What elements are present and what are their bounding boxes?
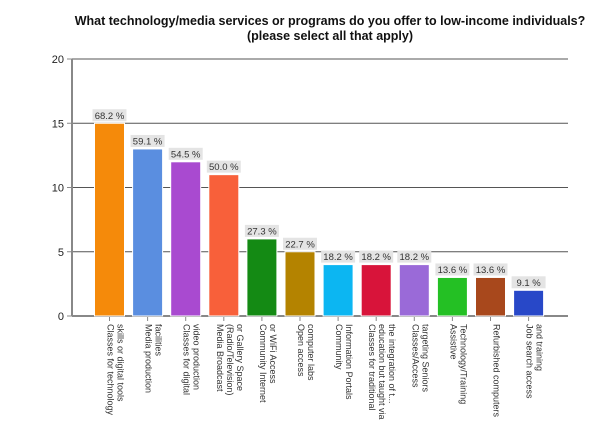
x-tick-label: Community [334, 324, 344, 370]
x-tick-label: computer labs [306, 324, 316, 381]
x-tick-label: or WiFi Access [268, 324, 278, 384]
data-label: 50.0 % [209, 162, 239, 173]
x-tick-label: Classes for digital [182, 324, 192, 395]
x-tick-label: Job search access [525, 324, 535, 399]
bar [94, 122, 125, 317]
x-tick-label: and training [535, 324, 545, 371]
x-tick-label: skills or digital tools [116, 324, 126, 402]
bar [513, 289, 545, 317]
y-tick-label: 10 [52, 183, 64, 195]
y-tick-label: 20 [52, 54, 64, 66]
x-tick-label: Classes/Access [410, 324, 420, 388]
chart-title-line-2: (please select all that apply) [247, 29, 413, 43]
chart-title-line-1: What technology/media services or progra… [75, 14, 586, 28]
bar [132, 148, 164, 317]
x-tick-label: Information Portals [344, 324, 354, 400]
x-tick-label: Media production [144, 324, 154, 393]
data-label-bg [92, 109, 127, 122]
data-label: 22.7 % [285, 239, 315, 250]
x-tick-label: Refurbished computers [492, 324, 502, 418]
x-tick-label: Media Broadcast [215, 324, 225, 392]
data-label-bg [283, 237, 317, 250]
y-tick-label: 5 [58, 247, 64, 259]
data-label: 13.6 % [438, 265, 468, 276]
x-tick-label: or Gallery Space [235, 324, 245, 391]
data-label-bg [130, 134, 165, 147]
data-label-bg [473, 263, 508, 276]
data-label: 68.2 % [95, 111, 125, 122]
bar [436, 276, 468, 317]
data-label-bg [206, 160, 241, 173]
data-label-bg [359, 250, 394, 263]
x-tick-label: targeting Seniors [420, 324, 430, 393]
bar [475, 276, 506, 317]
x-tick-label: Classes for technology [106, 324, 116, 416]
x-tick-label: Assistive [448, 324, 458, 360]
data-label: 13.6 % [476, 265, 506, 276]
data-label-bg [168, 147, 203, 160]
data-label: 18.2 % [361, 252, 391, 263]
bar [208, 174, 240, 317]
x-tick-label: (Radio/Television) [225, 324, 235, 396]
x-tick-label: Technology/Training [458, 324, 468, 404]
x-tick-label: Community Internet [258, 324, 268, 403]
data-label-bg [511, 276, 546, 289]
data-label: 54.5 % [171, 149, 201, 160]
x-tick-label: facilities [154, 324, 164, 357]
bar [398, 264, 430, 317]
x-tick-label: the integration of t... [387, 324, 397, 404]
data-label: 18.2 % [400, 252, 430, 263]
y-tick-label: 15 [52, 118, 64, 130]
data-label: 59.1 % [133, 136, 163, 147]
data-label-bg [435, 263, 470, 276]
data-label: 18.2 % [323, 252, 353, 263]
x-tick-label: education but taught via [377, 324, 387, 420]
bar [322, 264, 354, 317]
bar [360, 264, 392, 317]
bar [246, 238, 278, 317]
data-label: 9.1 % [516, 278, 541, 289]
x-tick-label: Classes for traditional [367, 324, 377, 411]
x-tick-label: video production [192, 324, 202, 390]
bar [284, 251, 316, 317]
y-tick-label: 0 [58, 311, 64, 323]
data-label-bg [397, 250, 432, 263]
x-tick-label: Open access [296, 324, 306, 377]
data-label-bg [244, 224, 279, 237]
data-label: 27.3 % [247, 226, 277, 237]
bar [170, 161, 202, 317]
data-label-bg [321, 250, 356, 263]
